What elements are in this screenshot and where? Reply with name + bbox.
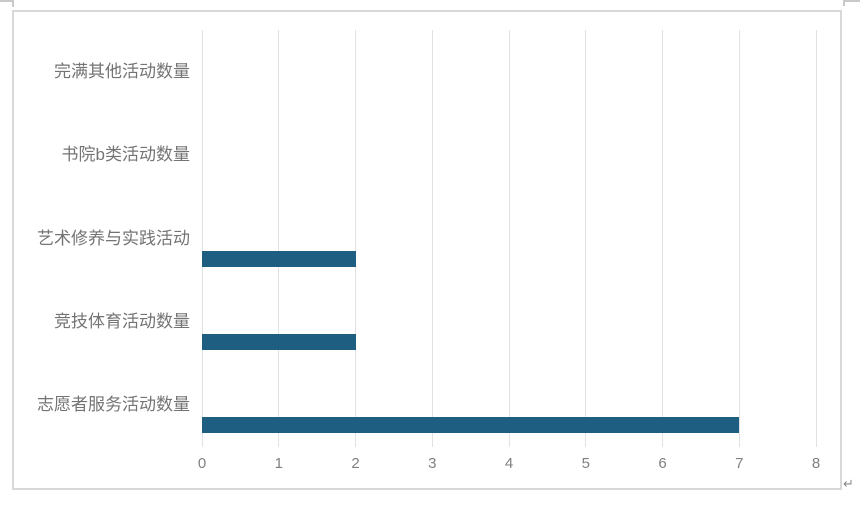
x-axis-tick-label: 8 [811,455,821,472]
gridline [201,30,203,447]
paragraph-return-mark: ↵ [843,476,854,491]
bar[interactable] [202,333,356,350]
category-label: 志愿者服务活动数量 [37,395,190,415]
chart-frame[interactable]: 0 1 2 3 4 5 6 7 8 完满其他活动数量书院b类活动数量艺术修养与实践活动竞技体育活动… [12,10,842,490]
table-cell-corner-fragment-right [843,0,860,6]
gridline [815,30,817,447]
gridline [508,30,510,447]
x-axis-tick-label: 7 [735,455,744,472]
gridline [278,30,280,447]
x-axis-tick-label: 6 [658,455,667,472]
x-axis-tick-label: 3 [428,455,437,472]
x-axis-tick-label: 2 [351,455,360,472]
bar[interactable] [202,250,356,267]
table-cell-corner-fragment-left [0,0,14,7]
gridline [738,30,740,447]
bar[interactable] [202,417,740,434]
category-label: 艺术修养与实践活动 [37,228,190,248]
category-label: 完满其他活动数量 [54,61,190,81]
gridline [355,30,356,447]
gridline [431,30,433,447]
category-label: 竞技体育活动数量 [54,311,190,331]
category-label: 书院b类活动数量 [61,145,190,165]
x-axis-tick-label: 1 [274,455,283,472]
x-axis-tick-label: 4 [504,455,514,472]
gridline [662,30,663,447]
x-axis-tick-label: 5 [581,455,590,472]
x-axis-tick-label: 0 [197,455,207,472]
gridline [585,30,587,447]
